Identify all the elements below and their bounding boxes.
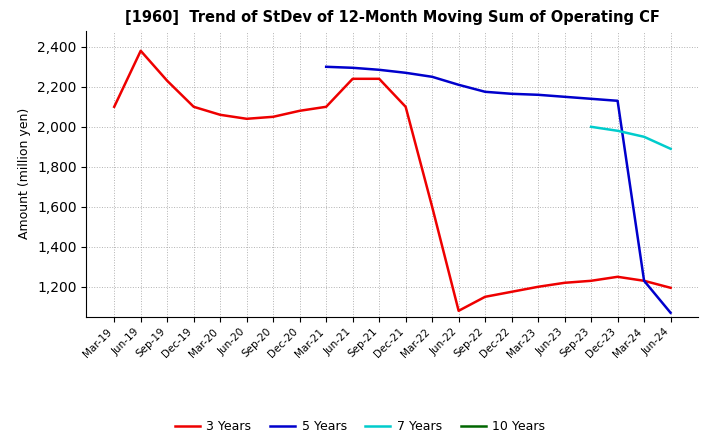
3 Years [428, 204, 436, 209]
7 Years [613, 128, 622, 133]
5 Years [428, 74, 436, 80]
3 Years [640, 278, 649, 283]
3 Years [216, 112, 225, 117]
3 Years [189, 104, 198, 110]
3 Years [375, 76, 384, 81]
Y-axis label: Amount (million yen): Amount (million yen) [19, 108, 32, 239]
7 Years [640, 134, 649, 139]
5 Years [322, 64, 330, 70]
5 Years [401, 70, 410, 75]
3 Years [508, 289, 516, 294]
3 Years [163, 78, 171, 84]
3 Years [401, 104, 410, 110]
5 Years [481, 89, 490, 95]
Line: 3 Years: 3 Years [114, 51, 670, 311]
3 Years [110, 104, 119, 110]
3 Years [322, 104, 330, 110]
7 Years [587, 124, 595, 129]
7 Years [666, 146, 675, 151]
Title: [1960]  Trend of StDev of 12-Month Moving Sum of Operating CF: [1960] Trend of StDev of 12-Month Moving… [125, 11, 660, 26]
5 Years [587, 96, 595, 102]
3 Years [348, 76, 357, 81]
5 Years [534, 92, 542, 97]
3 Years [295, 108, 304, 114]
Line: 7 Years: 7 Years [591, 127, 670, 149]
3 Years [454, 308, 463, 313]
3 Years [560, 280, 569, 286]
3 Years [534, 284, 542, 290]
5 Years [508, 91, 516, 96]
5 Years [454, 82, 463, 88]
3 Years [481, 294, 490, 300]
3 Years [136, 48, 145, 53]
Legend: 3 Years, 5 Years, 7 Years, 10 Years: 3 Years, 5 Years, 7 Years, 10 Years [170, 415, 550, 438]
Line: 5 Years: 5 Years [326, 67, 670, 313]
3 Years [613, 274, 622, 279]
5 Years [640, 278, 649, 283]
5 Years [560, 94, 569, 99]
3 Years [666, 285, 675, 290]
5 Years [666, 310, 675, 315]
5 Years [613, 98, 622, 103]
5 Years [375, 67, 384, 73]
3 Years [587, 278, 595, 283]
3 Years [269, 114, 277, 119]
3 Years [243, 116, 251, 121]
5 Years [348, 65, 357, 70]
